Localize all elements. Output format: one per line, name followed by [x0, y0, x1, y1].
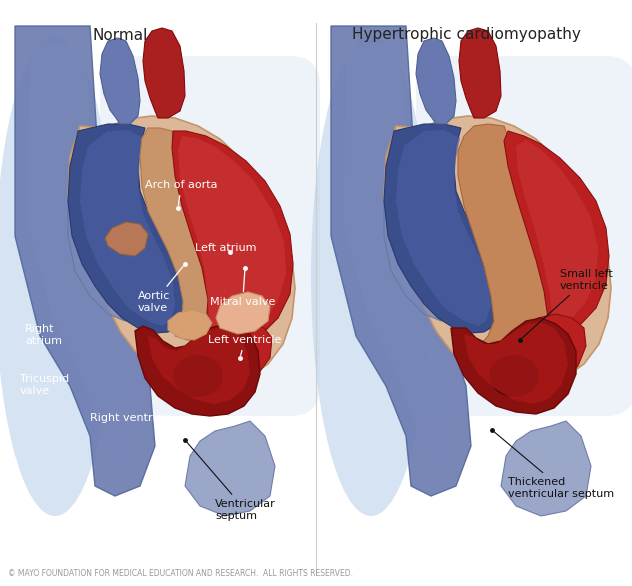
- Polygon shape: [344, 41, 456, 476]
- Text: Mitral valve: Mitral valve: [210, 271, 276, 307]
- Polygon shape: [28, 41, 140, 476]
- Polygon shape: [68, 171, 145, 321]
- Polygon shape: [504, 131, 609, 331]
- Polygon shape: [68, 116, 295, 386]
- Text: Left ventricle: Left ventricle: [208, 335, 281, 355]
- Polygon shape: [135, 324, 260, 416]
- Polygon shape: [143, 28, 185, 118]
- Polygon shape: [168, 310, 212, 340]
- Text: Aortic
valve: Aortic valve: [138, 266, 183, 313]
- Polygon shape: [178, 136, 286, 334]
- Ellipse shape: [173, 355, 223, 397]
- Text: Ventricular
septum: Ventricular septum: [187, 442, 276, 521]
- Text: © MAYO FOUNDATION FOR MEDICAL EDUCATION AND RESEARCH.  ALL RIGHTS RESERVED.: © MAYO FOUNDATION FOR MEDICAL EDUCATION …: [8, 569, 353, 578]
- Polygon shape: [175, 324, 272, 388]
- Text: Tricuspid
valve: Tricuspid valve: [20, 374, 69, 396]
- Text: Right
atrium: Right atrium: [25, 324, 62, 346]
- Text: Small left
ventricle: Small left ventricle: [522, 269, 613, 338]
- Polygon shape: [172, 131, 293, 344]
- Polygon shape: [458, 124, 556, 351]
- Polygon shape: [216, 292, 270, 334]
- Polygon shape: [185, 421, 275, 516]
- Text: Arch of aorta: Arch of aorta: [145, 180, 217, 205]
- Ellipse shape: [311, 36, 431, 516]
- Polygon shape: [384, 124, 501, 333]
- Polygon shape: [416, 38, 456, 124]
- Polygon shape: [80, 130, 175, 326]
- Text: Hypertrophic cardiomyopathy: Hypertrophic cardiomyopathy: [351, 28, 580, 43]
- FancyBboxPatch shape: [100, 56, 320, 416]
- Polygon shape: [384, 116, 611, 386]
- FancyBboxPatch shape: [416, 56, 632, 416]
- Polygon shape: [501, 421, 591, 516]
- Polygon shape: [100, 38, 140, 124]
- Polygon shape: [464, 322, 568, 404]
- Polygon shape: [15, 26, 155, 496]
- Ellipse shape: [489, 355, 539, 397]
- Polygon shape: [384, 171, 461, 321]
- Ellipse shape: [0, 36, 115, 516]
- Text: Left atrium: Left atrium: [195, 243, 257, 253]
- Polygon shape: [516, 140, 598, 324]
- Text: Thickened
ventricular septum: Thickened ventricular septum: [494, 432, 614, 499]
- Polygon shape: [148, 328, 250, 404]
- Polygon shape: [105, 222, 148, 256]
- Text: Right ventricle: Right ventricle: [90, 413, 172, 423]
- Polygon shape: [331, 26, 471, 496]
- Polygon shape: [482, 314, 586, 388]
- Text: Normal: Normal: [92, 28, 148, 43]
- Polygon shape: [459, 28, 501, 118]
- Polygon shape: [68, 124, 185, 333]
- Polygon shape: [396, 130, 491, 326]
- Polygon shape: [451, 318, 576, 414]
- Polygon shape: [140, 128, 212, 341]
